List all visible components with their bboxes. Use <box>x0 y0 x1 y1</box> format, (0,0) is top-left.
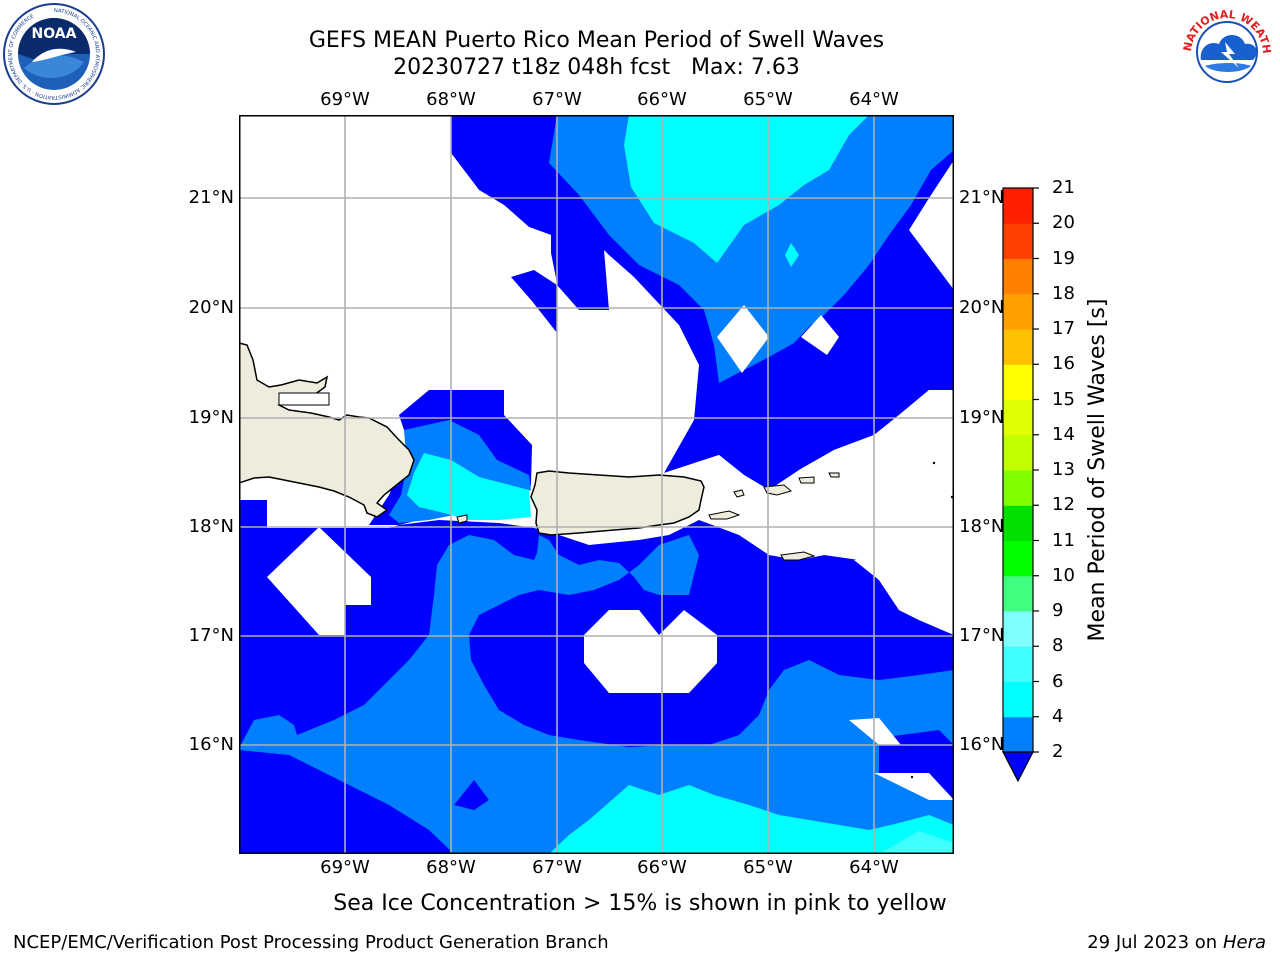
contour-north-6-8s <box>624 115 869 263</box>
colorbar-segment <box>1003 434 1033 471</box>
colorbar-tick-label: 8 <box>1052 635 1064 657</box>
x-tick-bottom: 66°W <box>637 857 687 878</box>
x-tick-top: 69°W <box>320 89 370 110</box>
colorbar-tick-label: 10 <box>1052 564 1075 586</box>
land-puerto-rico <box>530 470 705 536</box>
footer-right: 29 Jul 2023 on Hera <box>1087 932 1266 954</box>
colorbar-segment <box>1003 505 1033 541</box>
colorbar-segment <box>1003 399 1033 436</box>
contour-mona-6-8s <box>407 453 531 520</box>
land-hispaniola <box>239 342 415 518</box>
x-tick-top: 67°W <box>532 89 582 110</box>
x-tick-top: 65°W <box>743 89 793 110</box>
map-subtitle: 20230727 t18z 048h fcst Max: 7.63 <box>393 55 800 80</box>
map-title: GEFS MEAN Puerto Rico Mean Period of Swe… <box>308 28 885 53</box>
noaa-logo: NOAA NATIONAL OCEANIC AND ATMOSPHERIC AD… <box>3 3 105 105</box>
colorbar-tick-label: 4 <box>1052 705 1064 727</box>
map-panel <box>239 115 954 854</box>
colorbar-tick-label: 19 <box>1052 247 1075 269</box>
y-tick-right: 17°N <box>959 625 1005 646</box>
y-tick-right: 21°N <box>959 187 1005 208</box>
colorbar-segment <box>1003 223 1033 259</box>
y-tick-right: 20°N <box>959 297 1005 318</box>
y-tick-left: 16°N <box>188 734 234 755</box>
contour-south-4-6s <box>239 535 954 854</box>
colorbar-tick-label: 2 <box>1052 741 1064 762</box>
y-tick-left: 19°N <box>188 407 234 428</box>
y-tick-left: 20°N <box>188 297 234 318</box>
y-tick-right: 16°N <box>959 734 1005 755</box>
colorbar-tick-label: 15 <box>1052 388 1075 410</box>
colorbar-segment <box>1003 575 1033 612</box>
contour-gap-south-2 <box>584 610 717 693</box>
noaa-logo-text: NOAA <box>32 26 77 42</box>
y-tick-left: 17°N <box>188 625 234 646</box>
colorbar-tick-label: 9 <box>1052 600 1064 621</box>
map-gridlines <box>239 115 954 854</box>
colorbar-tick-label: 13 <box>1052 459 1075 480</box>
x-tick-bottom: 64°W <box>849 857 899 878</box>
x-tick-bottom: 67°W <box>532 857 582 878</box>
colorbar-tick-label: 20 <box>1052 212 1075 234</box>
colorbar-segment <box>1003 293 1033 330</box>
colorbar-segment <box>1003 646 1033 682</box>
x-tick-top: 64°W <box>849 89 899 110</box>
colorbar-segment <box>1003 329 1033 365</box>
colorbar-under-triangle <box>1002 751 1034 783</box>
x-tick-bottom: 65°W <box>743 857 793 878</box>
colorbar-label: Mean Period of Swell Waves [s] <box>1085 298 1110 642</box>
x-tick-bottom: 68°W <box>426 857 476 878</box>
contour-south-6-8s <box>549 785 954 854</box>
colorbar-segment <box>1003 611 1033 647</box>
colorbar-segment <box>1003 188 1033 224</box>
colorbar-segment <box>1003 258 1033 295</box>
colorbar <box>1002 187 1039 783</box>
y-tick-right: 19°N <box>959 407 1005 428</box>
x-tick-bottom: 69°W <box>320 857 370 878</box>
colorbar-tick-label: 14 <box>1052 423 1075 445</box>
y-tick-left: 21°N <box>188 187 234 208</box>
colorbar-tick-label: 18 <box>1052 282 1075 304</box>
colorbar-tick-label: 16 <box>1052 353 1075 375</box>
colorbar-segment <box>1003 681 1033 718</box>
footer-left: NCEP/EMC/Verification Post Processing Pr… <box>13 932 609 953</box>
ice-note: Sea Ice Concentration > 15% is shown in … <box>333 891 947 916</box>
footer-date: 29 Jul 2023 on <box>1087 932 1223 953</box>
x-tick-top: 68°W <box>426 89 476 110</box>
colorbar-segment <box>1003 540 1033 577</box>
x-tick-top: 66°W <box>637 89 687 110</box>
colorbar-tick-label: 17 <box>1052 318 1075 339</box>
colorbar-tick-label: 11 <box>1052 529 1075 551</box>
colorbar-tick-label: 6 <box>1052 670 1064 692</box>
map-frame <box>239 115 954 854</box>
y-tick-left: 18°N <box>188 516 234 537</box>
y-tick-right: 18°N <box>959 516 1005 537</box>
nws-logo: NATIONAL WEATHER SERVICE <box>1177 2 1275 100</box>
footer-machine: Hera <box>1222 932 1266 953</box>
contour-gap <box>717 305 769 373</box>
colorbar-tick-label: 21 <box>1052 177 1075 198</box>
colorbar-segment <box>1003 470 1033 506</box>
colorbar-segment <box>1003 716 1033 753</box>
colorbar-segment <box>1003 364 1033 400</box>
colorbar-tick-label: 12 <box>1052 494 1075 516</box>
